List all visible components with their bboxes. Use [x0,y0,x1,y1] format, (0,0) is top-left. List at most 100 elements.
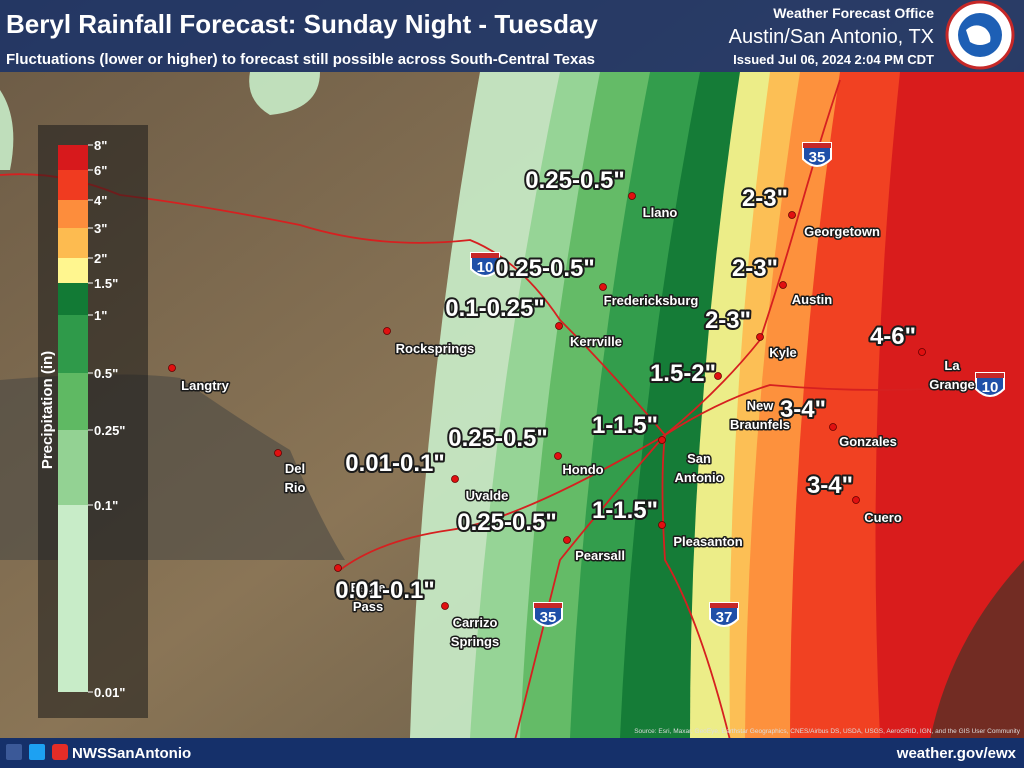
legend-label: 0.5" [94,366,118,381]
legend-swatch [58,315,88,373]
city-label: Kyle [769,345,796,360]
shield-top [471,253,499,258]
city-label: Del [285,461,305,476]
city-dot [274,449,282,457]
city-dot [168,364,176,372]
city-dot [756,333,764,341]
legend-title: Precipitation (in) [39,351,56,469]
city-label: Cuero [864,510,902,525]
attribution: Source: Esri, Maxar, GeoEye, Earthstar G… [634,728,1021,735]
range-label: 1.5-2" [650,360,716,387]
city-label: Llano [643,205,678,220]
city-dot [441,602,449,610]
city-label: Langtry [181,378,229,393]
legend-label: 3" [94,221,107,236]
city-label: Grange [929,377,975,392]
legend-swatch [58,200,88,228]
location: Austin/San Antonio, TX [729,26,934,48]
legend-label: 2" [94,251,107,266]
website[interactable]: weather.gov/ewx [896,745,1017,762]
shield [975,372,1005,397]
legend-label: 0.1" [94,498,118,513]
rain-band [875,72,1024,738]
city-dot [788,211,796,219]
city-label: Springs [451,634,499,649]
city-dot [829,423,837,431]
highways [0,79,991,741]
office: Weather Forecast Office [773,5,934,21]
legend: 8" 6" 4" 3" 2" 1.5" 1" 0.5" 0.25" 0.1" 0.01" [58,138,125,700]
legend-label: 1.5" [94,276,118,291]
range-label: 4-6" [870,323,916,350]
shield-number: 37 [716,609,733,626]
city-dot [555,322,563,330]
city-label: Gonzales [839,434,897,449]
shield-number: 35 [540,609,557,626]
city-dot [658,436,666,444]
range-label: 0.01-0.1" [335,577,434,604]
range-label: 0.25-0.5" [448,425,547,452]
shield-top [976,373,1004,378]
shield-top [710,603,738,608]
issued: Issued Jul 06, 2024 2:04 PM CDT [733,52,934,67]
youtube-icon[interactable] [52,744,68,760]
legend-label: 6" [94,163,107,178]
legend-label: 1" [94,308,107,323]
nws-logo [945,0,1015,70]
range-label: 3-4" [807,472,853,499]
header-bar [0,0,1024,72]
range-label: 0.1-0.25" [445,295,544,322]
range-label: 2-3" [705,307,751,334]
city-label: Austin [792,292,833,307]
city-dot [554,452,562,460]
city-label: New [747,398,775,413]
city-label: Eagle [351,580,386,595]
city-dot [334,564,342,572]
legend-panel [38,125,148,718]
city-dot [628,192,636,200]
range-label: 3-4" [780,396,826,423]
city-label: Rocksprings [396,341,475,356]
legend-label: 4" [94,193,107,208]
city-label: Pleasanton [673,534,742,549]
city-label: Rio [285,480,306,495]
shield-top [534,603,562,608]
city-dot [779,281,787,289]
rain-band [249,72,320,115]
city-dot [714,372,722,380]
facebook-icon[interactable] [6,744,22,760]
range-label: 1-1.5" [592,412,658,439]
shield [709,602,739,627]
subtitle: Fluctuations (lower or higher) to foreca… [6,51,595,68]
shield [470,252,500,277]
legend-label: 0.01" [94,685,125,700]
twitter-icon[interactable] [29,744,45,760]
legend-swatch [58,283,88,315]
shield [802,142,832,167]
city-label: Kerrville [570,334,622,349]
city-label: Braunfels [730,417,790,432]
city-label: Antonio [674,470,723,485]
legend-swatch [58,373,88,430]
shield-number: 10 [477,259,494,276]
legend-swatch [58,258,88,283]
range-label: 0.01-0.1" [345,450,444,477]
legend-swatch [58,170,88,200]
legend-label: 0.25" [94,423,125,438]
city-label: Georgetown [804,224,880,239]
city-label: San [687,451,711,466]
highway-shields: 35 10 10 35 37 [470,142,1005,627]
city-label: Hondo [562,462,603,477]
social-handle[interactable]: NWSSanAntonio [72,745,191,762]
range-label: 2-3" [742,185,788,212]
shield [533,602,563,627]
title: Beryl Rainfall Forecast: Sunday Night - … [6,9,598,39]
legend-swatch [58,228,88,258]
cities: Llano Georgetown Fredericksburg Austin Rocks… [168,192,976,651]
range-label: 0.25-0.5" [457,509,556,536]
range-label: 1-1.5" [592,497,658,524]
city-label: Carrizo [453,615,498,630]
city-dot [599,283,607,291]
shield-top [803,143,831,148]
